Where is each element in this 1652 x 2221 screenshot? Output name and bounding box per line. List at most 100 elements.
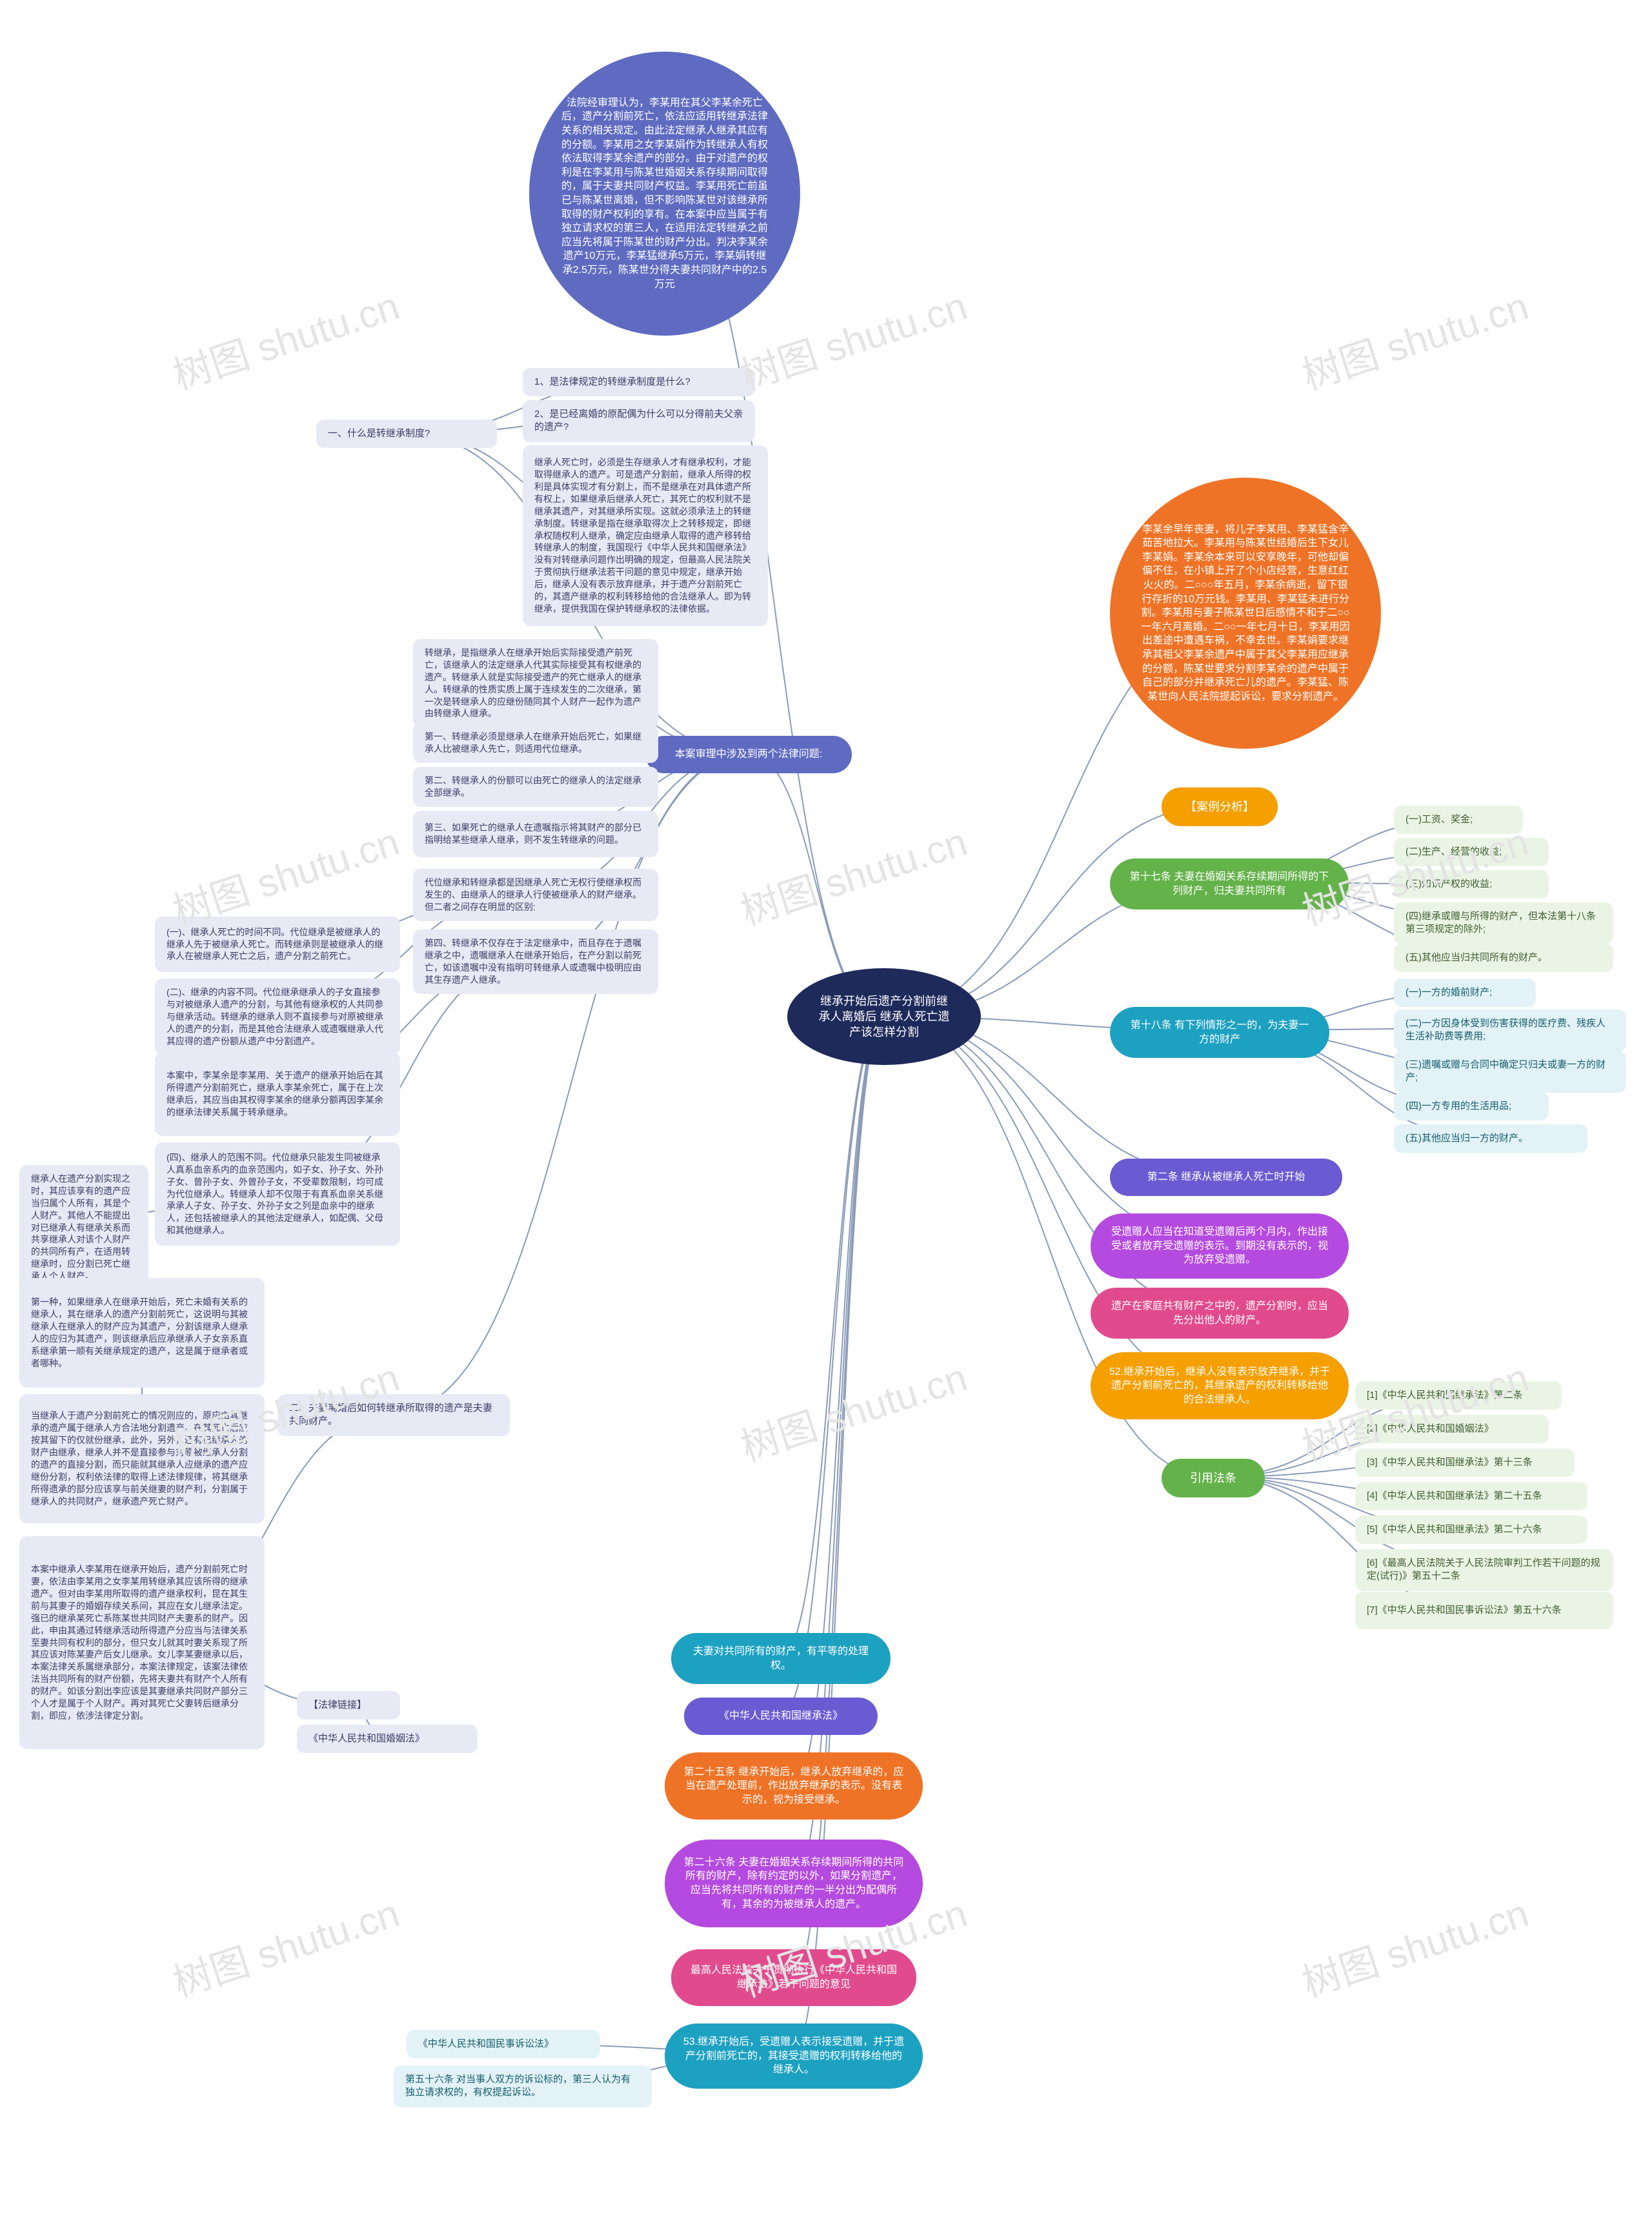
node-n_dw_2[interactable]: (二)、继承的内容不同。代位继承继承人的子女直接参与对被继承人遗产的分割，与其他… [155, 979, 400, 1055]
edge [781, 1017, 884, 1656]
node-label: 《中华人民共和国继承法》 [719, 1709, 843, 1723]
node-n_dw_7[interactable]: 第一种，如果继承人在继承开始后，死亡未婚有关系的继承人，其在继承人的遗产分割前死… [19, 1278, 265, 1388]
node-n_cites[interactable]: 引用法条 [1162, 1459, 1265, 1497]
node-n_civproc[interactable]: 《中华人民共和国民事诉讼法》 [407, 2030, 600, 2058]
node-n_div_title[interactable]: 二、夫妻离婚后如何转继承所取得的遗产是夫妻共同财产。 [277, 1394, 510, 1436]
node-n_art18_2[interactable]: (二)一方因身体受到伤害获得的医疗费、残疾人生活补助费等费用; [1394, 1009, 1626, 1051]
node-label: (一)一方的婚前财产; [1405, 986, 1492, 999]
watermark: 树图 shutu.cn [732, 275, 973, 401]
node-n_cite4[interactable]: [4]《中华人民共和国继承法》第二十五条 [1355, 1482, 1587, 1510]
node-n_t_def[interactable]: 转继承，是指继承人在继承开始后实际接受遗产前死亡，该继承人的法定继承人代其实际接… [413, 639, 658, 727]
node-n_dw_1[interactable]: (一)、继承人死亡的时间不同。代位继承是被继承人的继承人先于被继承人死亡。而转继… [155, 917, 400, 972]
node-n_cite2[interactable]: [2]《中华人民共和国婚姻法》 [1355, 1415, 1549, 1443]
node-label: 一、什么是转继承制度? [328, 427, 430, 440]
node-n_art2[interactable]: 第二条 继承从被继承人死亡时开始 [1110, 1159, 1342, 1196]
node-n_q_what[interactable]: 一、什么是转继承制度? [316, 420, 497, 448]
node-n_joint_right[interactable]: 夫妻对共同所有的财产，有平等的处理权。 [671, 1633, 891, 1684]
edge [794, 1017, 884, 1978]
node-n_spc_opinion[interactable]: 最高人民法院关于贯彻执行《中华人民共和国继承法》若干问题的意见 [671, 1949, 916, 2006]
node-label: (三)遗嘱或赠与合同中确定只归夫或妻一方的财产; [1405, 1059, 1615, 1085]
node-n_53[interactable]: 53.继承开始后，受遗赠人表示接受遗赠，并于遗产分割前死亡的，其接受遗赠的权利转… [665, 2023, 923, 2089]
node-n_t_s2[interactable]: 第二、转继承人的份额可以由死亡的继承人的法定继承全部继承。 [413, 767, 658, 807]
node-label: 二、夫妻离婚后如何转继承所取得的遗产是夫妻共同财产。 [289, 1402, 498, 1428]
node-n_dw_3[interactable]: 第四、转继承不仅存在于法定继承中，而且存在于遗嘱继承之中，遗嘱继承人在继承开始后… [413, 929, 658, 994]
node-n_marriage_law[interactable]: 《中华人民共和国婚姻法》 [297, 1725, 478, 1753]
node-label: 当继承人于遗产分割前死亡的情况则应的，原应由其继承的遗产属于继承人方合法地分割遗… [31, 1410, 253, 1507]
node-label: 第二十六条 夫妻在婚姻关系存续期间所得的共同所有的财产，除有约定的以外，如果分割… [683, 1856, 905, 1911]
node-n_ruling[interactable]: 法院经审理认为，李某用在其父李某余死亡后，遗产分割前死亡，依法应适用转继承法律关… [529, 52, 800, 336]
node-n_dw_5[interactable]: (四)、继承人的范围不同。代位继承只能发生同被继承人真系血亲系内的血亲范围内，如… [155, 1142, 400, 1246]
node-n_art26[interactable]: 第二十六条 夫妻在婚姻关系存续期间所得的共同所有的财产，除有约定的以外，如果分割… [665, 1840, 923, 1927]
node-n_dw_8[interactable]: 当继承人于遗产分割前死亡的情况则应的，原应由其继承的遗产属于继承人方合法地分割遗… [19, 1394, 265, 1523]
node-n_law_link[interactable]: 【法律链接】 [297, 1691, 400, 1719]
node-n_cite5[interactable]: [5]《中华人民共和国继承法》第二十六条 [1355, 1516, 1587, 1544]
node-label: (三)知识产权的收益; [1405, 878, 1492, 891]
node-label: (四)继承或赠与所得的财产，但本法第十八条第三项规定的除外; [1405, 910, 1602, 937]
node-n_art17_2[interactable]: (二)生产、经营的收益; [1394, 838, 1549, 866]
node-label: (五)其他应当归一方的财产。 [1405, 1132, 1528, 1145]
node-label: 本案中继承人李某用在继承开始后，遗产分割前死亡时妻，依法由李某用之女李某用转继承… [31, 1563, 253, 1722]
node-n_dw_6[interactable]: 继承人在遗产分割实现之时，其应该享有的遗产应当归属个人所有，其是个人财产。其他人… [19, 1165, 148, 1290]
node-n_52[interactable]: 52.继承开始后，继承人没有表示放弃继承，并于遗产分割前死亡的，其继承遗产的权利… [1091, 1352, 1349, 1419]
node-label: 第十七条 夫妻在婚姻关系存续期间所得的下列财产，归夫妻共同所有 [1128, 870, 1331, 898]
node-label: 李某余早年丧妻，将儿子李某用、李某猛含辛茹苦地拉大。李某用与陈某世结婚后生下女儿… [1141, 523, 1350, 704]
watermark: 树图 shutu.cn [732, 1346, 973, 1472]
node-label: 继承开始后遗产分割前继承人离婚后 继承人死亡遗产该怎样分割 [818, 993, 950, 1040]
node-label: 受遗赠人应当在知道受遗赠后两个月内，作出接受或者放弃受遗赠的表示。到期没有表示的… [1109, 1225, 1331, 1267]
node-n_dw_intro[interactable]: 代位继承和转继承都是因继承人死亡无权行使继承权而发生的、由继承人的继承人行使被继… [413, 869, 658, 921]
node-n_art18_1[interactable]: (一)一方的婚前财产; [1394, 979, 1536, 1007]
node-n_cite1[interactable]: [1]《中华人民共和国继承法》第二条 [1355, 1381, 1562, 1410]
watermark: 树图 shutu.cn [732, 811, 973, 937]
node-n_q1[interactable]: 1、是法律规定的转继承制度是什么? [523, 368, 755, 396]
node-n_case_analysis[interactable]: 【案例分析】 [1162, 787, 1278, 826]
node-label: (一)工资、奖金; [1405, 813, 1473, 826]
node-label: [1]《中华人民共和国继承法》第二条 [1367, 1389, 1523, 1402]
node-n_art18_5[interactable]: (五)其他应当归一方的财产。 [1394, 1124, 1587, 1153]
node-label: (四)一方专用的生活用品; [1405, 1100, 1511, 1113]
node-n_q2[interactable]: 2、是已经离婚的原配偶为什么可以分得前夫父亲的遗产? [523, 400, 755, 442]
node-n_law_succ[interactable]: 《中华人民共和国继承法》 [684, 1698, 878, 1735]
node-n_art17[interactable]: 第十七条 夫妻在婚姻关系存续期间所得的下列财产，归夫妻共同所有 [1110, 858, 1349, 909]
node-n_facts[interactable]: 李某余早年丧妻，将儿子李某用、李某猛含辛茹苦地拉大。李某用与陈某世结婚后生下女儿… [1110, 478, 1381, 749]
node-n_art18_3[interactable]: (三)遗嘱或赠与合同中确定只归夫或妻一方的财产; [1394, 1051, 1626, 1093]
node-n_legal_issue[interactable]: 本案审理中涉及到两个法律问题: [645, 736, 852, 773]
node-label: 52.继承开始后，继承人没有表示放弃继承，并于遗产分割前死亡的，其继承遗产的权利… [1109, 1365, 1331, 1407]
node-n_legatee[interactable]: 受遗赠人应当在知道受遗赠后两个月内，作出接受或者放弃受遗赠的表示。到期没有表示的… [1091, 1213, 1349, 1279]
node-label: [7]《中华人民共和国民事诉讼法》第五十六条 [1367, 1604, 1562, 1617]
node-n_art17_1[interactable]: (一)工资、奖金; [1394, 806, 1523, 834]
node-label: 第二十五条 继承开始后，继承人放弃继承的，应当在遗产处理前，作出放弃继承的表示。… [683, 1765, 905, 1807]
node-label: 第一种，如果继承人在继承开始后，死亡未婚有关系的继承人，其在继承人的遗产分割前死… [31, 1296, 253, 1369]
node-n_art18_4[interactable]: (四)一方专用的生活用品; [1394, 1092, 1549, 1121]
node-label: 《中华人民共和国婚姻法》 [308, 1732, 425, 1745]
node-n_t_s3[interactable]: 第三、如果死亡的继承人在遗嘱指示将其财产的部分已指明给某些继承人继承，则不发生转… [413, 811, 658, 857]
node-label: 1、是法律规定的转继承制度是什么? [534, 376, 690, 389]
node-label: 第一、转继承必须是继承人在继承开始后死亡，如果继承人比被继承人先亡，则适用代位继… [425, 731, 647, 755]
node-n_t_s1[interactable]: 第一、转继承必须是继承人在继承开始后死亡，如果继承人比被继承人先亡，则适用代位继… [413, 723, 658, 763]
watermark: 树图 shutu.cn [1294, 275, 1535, 401]
node-label: 第十八条 有下列情形之一的，为夫妻一方的财产 [1128, 1019, 1311, 1046]
node-label: 继承人死亡时，必须是生存继承人才有继承权利，才能取得继承人的遗产。可是遗产分割前… [534, 456, 756, 615]
node-n_art56[interactable]: 第五十六条 对当事人双方的诉讼标的，第三人认为有独立请求权的，有权提起诉讼。 [394, 2065, 652, 2107]
node-n_estate_common[interactable]: 遗产在家庭共有财产之中的，遗产分割时，应当先分出他人的财产。 [1091, 1288, 1349, 1339]
node-n_art17_4[interactable]: (四)继承或赠与所得的财产，但本法第十八条第三项规定的除外; [1394, 902, 1613, 944]
node-n_div_long[interactable]: 本案中继承人李某用在继承开始后，遗产分割前死亡时妻，依法由李某用之女李某用转继承… [19, 1536, 265, 1749]
node-n_cite6[interactable]: [6]《最高人民法院关于人民法院审判工作若干问题的规定(试行)》第五十二条 [1355, 1549, 1613, 1591]
node-label: [2]《中华人民共和国婚姻法》 [1367, 1423, 1494, 1435]
node-n_art25[interactable]: 第二十五条 继承开始后，继承人放弃继承的，应当在遗产处理前，作出放弃继承的表示。… [665, 1752, 923, 1820]
node-label: [4]《中华人民共和国继承法》第二十五条 [1367, 1490, 1542, 1503]
node-label: 代位继承和转继承都是因继承人死亡无权行使继承权而发生的、由继承人的继承人行使被继… [425, 877, 647, 913]
node-label: (二)、继承的内容不同。代位继承继承人的子女直接参与对被继承人遗产的分割，与其他… [166, 986, 388, 1047]
node-n_cite3[interactable]: [3]《中华人民共和国继承法》第十三条 [1355, 1448, 1575, 1477]
node-label: (一)、继承人死亡的时间不同。代位继承是被继承人的继承人先于被继承人死亡。而转继… [166, 926, 388, 963]
node-label: 【案例分析】 [1185, 799, 1254, 815]
node-n_q_long[interactable]: 继承人死亡时，必须是生存继承人才有继承权利，才能取得继承人的遗产。可是遗产分割前… [523, 445, 768, 626]
node-n_art17_3[interactable]: (三)知识产权的收益; [1394, 870, 1549, 898]
node-n_cite7[interactable]: [7]《中华人民共和国民事诉讼法》第五十六条 [1355, 1592, 1613, 1629]
node-center[interactable]: 继承开始后遗产分割前继承人离婚后 继承人死亡遗产该怎样分割 [787, 968, 981, 1065]
node-label: 【法律链接】 [308, 1699, 367, 1712]
node-n_art18[interactable]: 第十八条 有下列情形之一的，为夫妻一方的财产 [1110, 1007, 1329, 1058]
watermark: 树图 shutu.cn [1294, 1882, 1535, 2008]
node-n_dw_4[interactable]: 本案中，李某余是李某用、关于遗产的继承开始后在其所得遗产分割前死亡，继承人李某余… [155, 1052, 400, 1136]
node-n_art17_5[interactable]: (五)其他应当归共同所有的财产。 [1394, 944, 1613, 972]
edge [781, 1017, 884, 1716]
